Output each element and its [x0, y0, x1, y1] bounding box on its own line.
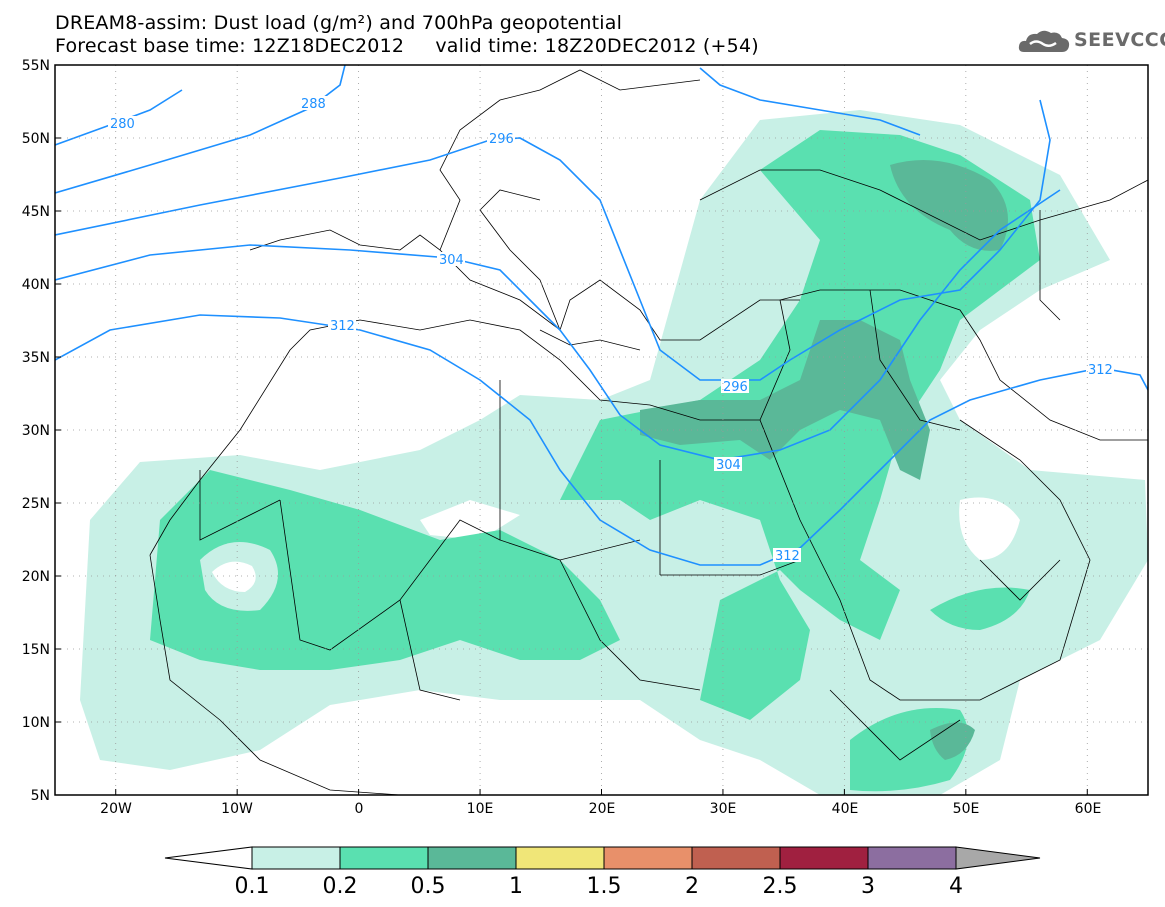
colorbar-label: 1: [509, 874, 523, 899]
contour-labels: 280 288 296 304 312 296 304 312 312: [108, 96, 1114, 564]
lat-label: 15N: [22, 642, 50, 658]
contour-label-296: 296: [489, 132, 514, 147]
graticule: [55, 65, 1148, 795]
contour-label-304-east: 304: [716, 458, 741, 473]
contour-label-280: 280: [110, 117, 135, 132]
lat-label: 35N: [22, 350, 50, 366]
colorbar-box: [691, 846, 781, 870]
lat-label: 45N: [22, 204, 50, 220]
contour-label-312: 312: [330, 319, 355, 334]
colorbar-box: [251, 846, 341, 870]
colorbar-box: [867, 846, 957, 870]
colorbar-label: 3: [861, 874, 875, 899]
seevccc-logo: SEEVCCC: [1016, 26, 1165, 56]
lon-label: 60E: [1075, 801, 1102, 817]
lat-label: 50N: [22, 131, 50, 147]
coastlines-and-borders: [149, 69, 1148, 795]
lat-label: 20N: [22, 569, 50, 585]
lat-label: 25N: [22, 496, 50, 512]
lon-label: 10W: [221, 801, 253, 817]
lat-label: 55N: [22, 58, 50, 74]
contour-label-312-east: 312: [775, 549, 800, 564]
map-title: DREAM8-assim: Dust load (g/m²) and 700hP…: [55, 12, 623, 34]
colorbar-label: 0.1: [235, 874, 270, 899]
lon-label: 40E: [832, 801, 859, 817]
lon-label: 20E: [589, 801, 616, 817]
contour-label-288: 288: [301, 97, 326, 112]
contour-label-304: 304: [439, 253, 464, 268]
colorbar-label: 2.5: [763, 874, 798, 899]
colorbar-label: 0.5: [411, 874, 446, 899]
colorbar-low-arrow: [164, 846, 253, 870]
logo-text: SEEVCCC: [1074, 29, 1165, 51]
colorbar-label: 2: [685, 874, 699, 899]
contour-label-296-east: 296: [723, 380, 748, 395]
lon-label: 30E: [710, 801, 737, 817]
lon-labels: 20W 10W 0 10E 20E 30E 40E 50E 60E: [100, 801, 1101, 817]
colorbar-box: [779, 846, 869, 870]
colorbar-box: [339, 846, 429, 870]
colorbar-high-arrow: [955, 846, 1041, 870]
lat-label: 10N: [22, 715, 50, 731]
colorbar-boxes: [251, 846, 957, 870]
map-layers: 280 288 296 304 312 296 304 312 312: [55, 65, 1148, 795]
contour-label-312-far-east: 312: [1088, 363, 1113, 378]
axis-ticks: [55, 64, 1088, 796]
colorbar: 0.1 0.2 0.5 1 1.5 2 2.5 3 4: [164, 846, 1041, 899]
lat-label: 5N: [31, 788, 50, 804]
lat-label: 30N: [22, 423, 50, 439]
colorbar-label: 4: [949, 874, 963, 899]
dust-inner-clear: [212, 561, 256, 592]
lon-label: 50E: [953, 801, 980, 817]
colorbar-label: 0.2: [323, 874, 358, 899]
colorbar-box: [515, 846, 605, 870]
lat-labels: 55N 50N 45N 40N 35N 30N 25N 20N 15N 10N …: [22, 58, 50, 804]
geopotential-contours: [55, 65, 1148, 566]
cloud-icon: [1018, 30, 1070, 52]
lon-label: 20W: [100, 801, 132, 817]
lon-label: 0: [355, 801, 364, 817]
lon-label: 10E: [467, 801, 494, 817]
dust-heavy-region: [640, 160, 1008, 760]
forecast-time-line: Forecast base time: 12Z18DEC2012 valid t…: [55, 35, 759, 57]
colorbar-box: [427, 846, 517, 870]
colorbar-label: 1.5: [587, 874, 622, 899]
lat-label: 40N: [22, 277, 50, 293]
colorbar-box: [603, 846, 693, 870]
